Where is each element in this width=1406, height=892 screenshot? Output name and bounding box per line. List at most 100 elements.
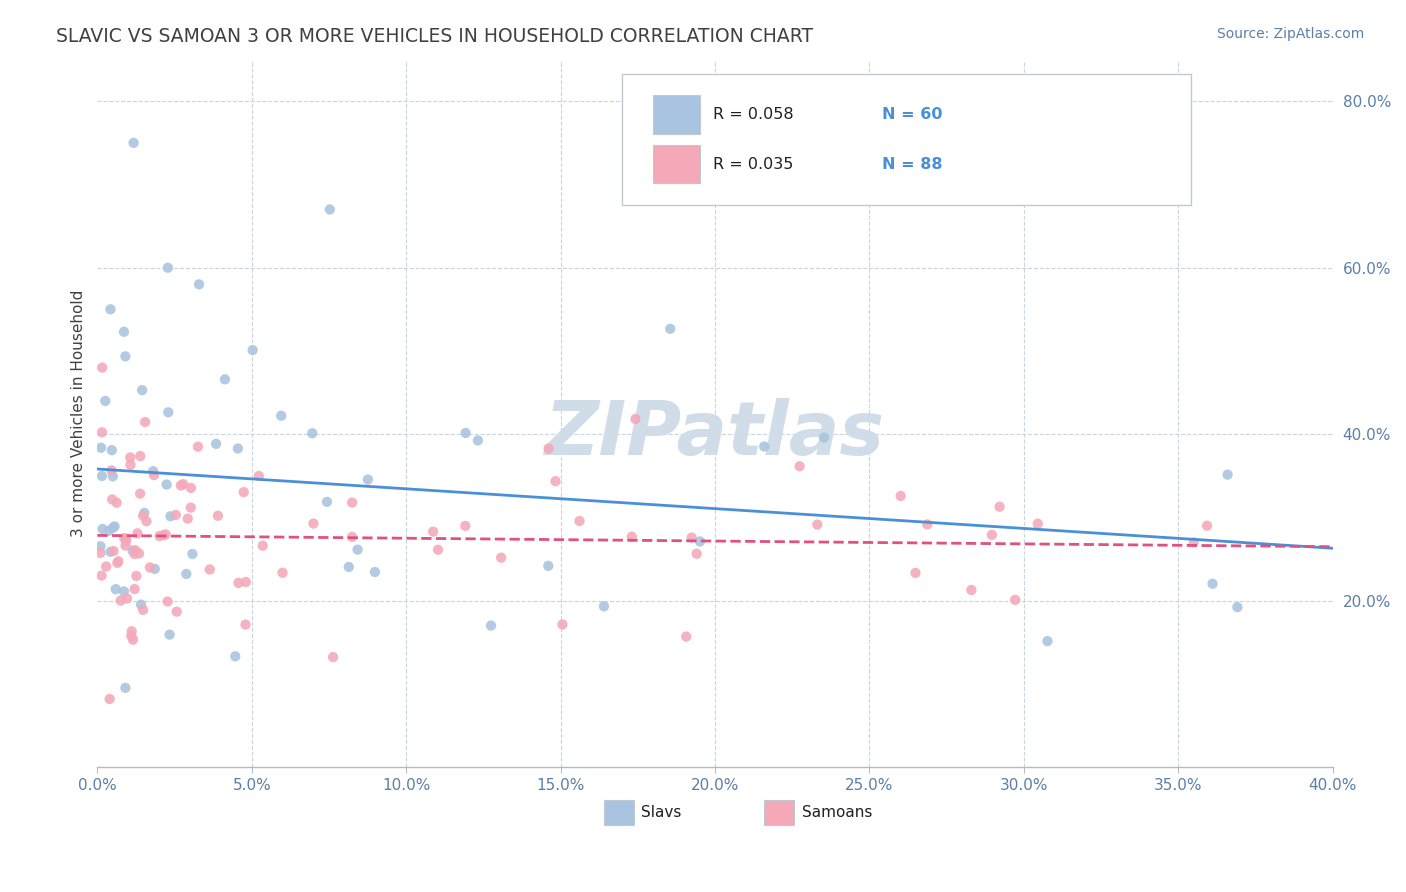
Point — [155, 527, 177, 541]
Point — [104, 582, 127, 597]
Point — [91, 360, 114, 375]
Point — [157, 405, 180, 419]
Point — [91, 469, 114, 483]
Point — [537, 558, 560, 573]
Point — [544, 474, 567, 488]
Point — [551, 617, 574, 632]
Point — [165, 508, 187, 522]
Point — [207, 508, 229, 523]
Point — [101, 521, 124, 535]
Point — [1216, 467, 1239, 482]
Point — [152, 528, 174, 542]
Point — [134, 506, 156, 520]
Point — [90, 568, 112, 582]
Point — [187, 440, 209, 454]
Point — [125, 569, 148, 583]
Point — [177, 512, 200, 526]
FancyBboxPatch shape — [654, 145, 700, 184]
Point — [568, 514, 591, 528]
Point — [228, 576, 250, 591]
Point — [124, 547, 146, 561]
Point — [316, 495, 339, 509]
Point — [122, 632, 145, 647]
Point — [789, 459, 811, 474]
Point — [659, 322, 682, 336]
Point — [124, 543, 146, 558]
Point — [980, 528, 1002, 542]
Point — [681, 531, 703, 545]
Text: R = 0.035: R = 0.035 — [713, 157, 793, 172]
Point — [917, 517, 939, 532]
Point — [754, 440, 776, 454]
Point — [96, 559, 118, 574]
Point — [112, 325, 135, 339]
Point — [180, 481, 202, 495]
Point — [537, 442, 560, 456]
Point — [624, 412, 647, 426]
Point — [176, 566, 198, 581]
Point — [105, 556, 128, 570]
Point — [454, 425, 477, 440]
Point — [467, 434, 489, 448]
Point — [689, 534, 711, 549]
Point — [337, 560, 360, 574]
Point — [112, 584, 135, 599]
Point — [232, 485, 254, 500]
Point — [115, 533, 138, 548]
Point — [120, 629, 142, 643]
Point — [131, 383, 153, 397]
Point — [427, 542, 450, 557]
Point — [224, 649, 246, 664]
Point — [252, 539, 274, 553]
Point — [105, 496, 128, 510]
Point — [129, 598, 152, 612]
Text: R = 0.058: R = 0.058 — [713, 107, 793, 122]
Point — [422, 524, 444, 539]
Point — [127, 526, 149, 541]
Text: Slavs: Slavs — [641, 805, 682, 820]
Point — [1004, 593, 1026, 607]
Point — [98, 692, 121, 706]
Point — [156, 260, 179, 275]
FancyBboxPatch shape — [603, 800, 634, 825]
Point — [904, 566, 927, 580]
Point — [198, 562, 221, 576]
Point — [235, 574, 257, 589]
Point — [91, 522, 114, 536]
Point — [103, 519, 125, 533]
Point — [1201, 576, 1223, 591]
Point — [685, 547, 707, 561]
Point — [364, 565, 387, 579]
Point — [120, 450, 142, 465]
FancyBboxPatch shape — [765, 800, 794, 825]
Point — [156, 477, 179, 491]
Point — [302, 516, 325, 531]
Point — [90, 441, 112, 455]
Point — [122, 136, 145, 150]
Point — [135, 514, 157, 528]
Point — [114, 539, 136, 553]
Point — [960, 582, 983, 597]
Point — [235, 617, 257, 632]
Point — [322, 650, 344, 665]
Point — [120, 458, 142, 472]
Point — [479, 618, 502, 632]
Point — [1195, 518, 1218, 533]
Point — [101, 443, 124, 458]
Point — [357, 473, 380, 487]
Point — [270, 409, 292, 423]
Point — [242, 343, 264, 357]
Point — [593, 599, 616, 614]
Point — [813, 431, 835, 445]
Point — [489, 550, 512, 565]
Point — [139, 560, 162, 574]
Point — [156, 594, 179, 608]
Point — [159, 627, 181, 641]
Point — [121, 543, 143, 558]
Point — [132, 508, 155, 523]
Point — [100, 302, 122, 317]
Point — [806, 517, 828, 532]
Point — [1036, 634, 1059, 648]
Point — [94, 393, 117, 408]
Point — [114, 349, 136, 363]
